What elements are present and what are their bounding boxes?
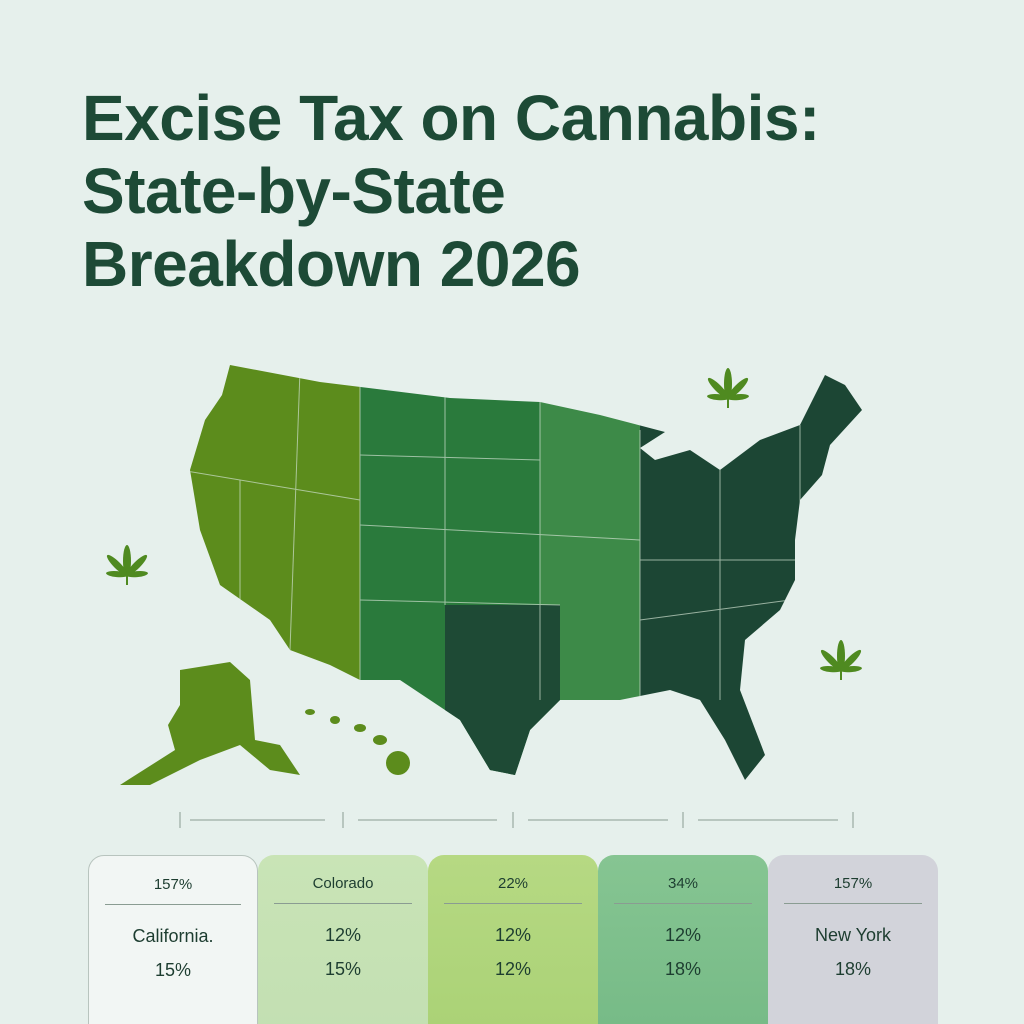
card-row: 15% xyxy=(154,960,192,980)
card-divider xyxy=(444,903,582,904)
tax-card: 34% 12% 18% xyxy=(598,855,768,1024)
tax-card: 22% 12% 12% xyxy=(428,855,598,1024)
tax-card: Colorado 12% 15% xyxy=(258,855,428,1024)
card-header: Colorado xyxy=(312,875,374,892)
tax-card: 157% New York 18% xyxy=(768,855,938,1024)
card-header: 157% xyxy=(153,876,193,893)
card-row: 15% xyxy=(324,959,362,979)
card-divider xyxy=(105,904,241,905)
card-header: 22% xyxy=(497,875,529,892)
card-row: 12% xyxy=(494,925,532,945)
card-row: 18% xyxy=(834,959,872,979)
title-line: State-by-State xyxy=(82,155,506,227)
card-divider xyxy=(274,903,412,904)
card-row: 12% xyxy=(494,959,532,979)
card-row: 18% xyxy=(664,959,702,979)
title: Excise Tax on Cannabis: State-by-State B… xyxy=(82,82,820,301)
leaf-icon xyxy=(818,640,864,680)
card-row: 12% xyxy=(664,925,702,945)
us-states xyxy=(190,365,862,780)
hawaii xyxy=(305,709,410,775)
card-row: 12% xyxy=(324,925,362,945)
title-line: Excise Tax on Cannabis: xyxy=(82,82,820,154)
title-line: Breakdown 2026 xyxy=(82,228,581,300)
tax-card: 157% California. 15% xyxy=(88,855,258,1024)
card-row: California. xyxy=(132,926,214,946)
leaf-icon xyxy=(705,368,751,408)
alaska xyxy=(120,662,300,785)
card-row: New York xyxy=(814,925,892,945)
leaf-icon xyxy=(104,545,150,585)
divider-line xyxy=(179,812,854,828)
card-header: 157% xyxy=(833,875,873,892)
card-header: 34% xyxy=(667,875,699,892)
card-divider xyxy=(614,903,752,904)
card-divider xyxy=(784,903,922,904)
